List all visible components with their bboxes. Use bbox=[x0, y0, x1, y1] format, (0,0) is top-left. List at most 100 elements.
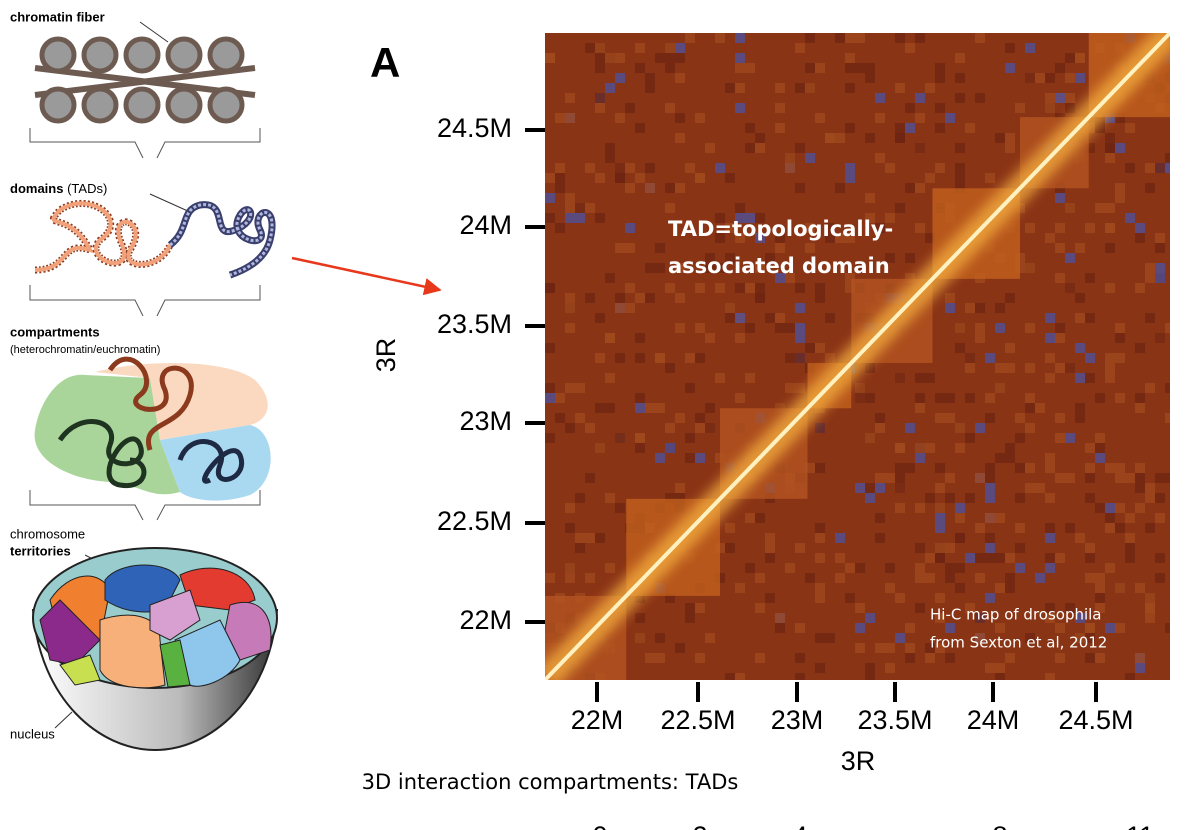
texture bbox=[685, 33, 695, 43]
texture bbox=[975, 573, 985, 583]
texture bbox=[615, 113, 625, 123]
texture bbox=[685, 163, 695, 173]
texture bbox=[755, 603, 765, 613]
texture bbox=[625, 303, 635, 313]
texture bbox=[965, 493, 975, 503]
texture bbox=[1135, 663, 1145, 673]
texture bbox=[975, 333, 985, 343]
texture bbox=[995, 623, 1005, 633]
texture bbox=[835, 183, 845, 193]
texture bbox=[865, 613, 875, 623]
texture bbox=[975, 473, 985, 483]
texture bbox=[1145, 603, 1155, 613]
texture bbox=[695, 423, 705, 433]
texture bbox=[855, 63, 865, 73]
texture bbox=[945, 413, 955, 423]
texture bbox=[785, 563, 795, 573]
texture bbox=[1085, 653, 1095, 663]
texture bbox=[905, 623, 915, 633]
texture bbox=[695, 113, 705, 123]
texture bbox=[615, 303, 625, 313]
texture bbox=[1165, 323, 1175, 333]
texture bbox=[1055, 623, 1065, 633]
texture bbox=[895, 633, 905, 643]
texture bbox=[545, 213, 555, 223]
texture bbox=[1125, 533, 1135, 543]
x-tick-label: 23.5M bbox=[857, 705, 932, 735]
texture bbox=[1095, 583, 1105, 593]
texture bbox=[985, 473, 995, 483]
texture bbox=[955, 323, 965, 333]
texture bbox=[1105, 373, 1115, 383]
texture bbox=[1165, 163, 1175, 173]
texture bbox=[675, 73, 685, 83]
texture bbox=[635, 403, 645, 413]
texture bbox=[1055, 193, 1065, 203]
texture bbox=[915, 543, 925, 553]
texture bbox=[1155, 263, 1165, 273]
texture bbox=[785, 383, 795, 393]
texture bbox=[605, 273, 615, 283]
nucleosome bbox=[168, 39, 200, 71]
texture bbox=[685, 433, 695, 443]
texture bbox=[805, 243, 815, 253]
texture bbox=[995, 133, 1005, 143]
texture bbox=[1005, 343, 1015, 353]
texture bbox=[1155, 273, 1165, 283]
texture bbox=[1105, 563, 1115, 573]
nucleosome bbox=[210, 39, 242, 71]
texture bbox=[1165, 623, 1175, 633]
texture bbox=[865, 433, 875, 443]
texture bbox=[1015, 523, 1025, 533]
texture bbox=[825, 633, 835, 643]
texture bbox=[1115, 143, 1125, 153]
texture bbox=[835, 133, 845, 143]
texture bbox=[1055, 473, 1065, 483]
texture bbox=[1105, 153, 1115, 163]
texture bbox=[1105, 463, 1115, 473]
texture bbox=[555, 113, 565, 123]
texture bbox=[1045, 333, 1055, 343]
texture bbox=[565, 563, 575, 573]
texture bbox=[1025, 43, 1035, 53]
texture bbox=[595, 213, 605, 223]
texture bbox=[935, 393, 945, 403]
texture bbox=[695, 323, 705, 333]
texture bbox=[685, 353, 695, 363]
texture bbox=[755, 573, 765, 583]
texture bbox=[805, 153, 815, 163]
y-tick-label: 22M bbox=[459, 605, 512, 635]
texture bbox=[755, 513, 765, 523]
texture bbox=[845, 33, 855, 43]
texture bbox=[795, 623, 805, 633]
texture bbox=[1105, 353, 1115, 363]
texture bbox=[1045, 93, 1055, 103]
texture bbox=[955, 533, 965, 543]
texture bbox=[675, 483, 685, 493]
texture bbox=[745, 323, 755, 333]
texture bbox=[635, 333, 645, 343]
texture bbox=[545, 393, 555, 403]
texture bbox=[775, 323, 785, 333]
texture bbox=[895, 483, 905, 493]
texture bbox=[795, 323, 805, 333]
texture bbox=[1145, 313, 1155, 323]
texture bbox=[735, 33, 745, 43]
texture bbox=[565, 423, 575, 433]
texture bbox=[665, 283, 675, 293]
texture bbox=[645, 263, 655, 273]
texture bbox=[945, 563, 955, 573]
texture bbox=[1155, 333, 1165, 343]
texture bbox=[695, 603, 705, 613]
texture bbox=[915, 573, 925, 583]
texture bbox=[795, 333, 805, 343]
texture bbox=[785, 163, 795, 173]
texture bbox=[925, 493, 935, 503]
texture bbox=[895, 593, 905, 603]
texture bbox=[1045, 373, 1055, 383]
texture bbox=[795, 673, 805, 683]
texture bbox=[1015, 433, 1025, 443]
texture bbox=[1005, 653, 1015, 663]
texture bbox=[855, 643, 865, 653]
nucleosome bbox=[42, 39, 74, 71]
